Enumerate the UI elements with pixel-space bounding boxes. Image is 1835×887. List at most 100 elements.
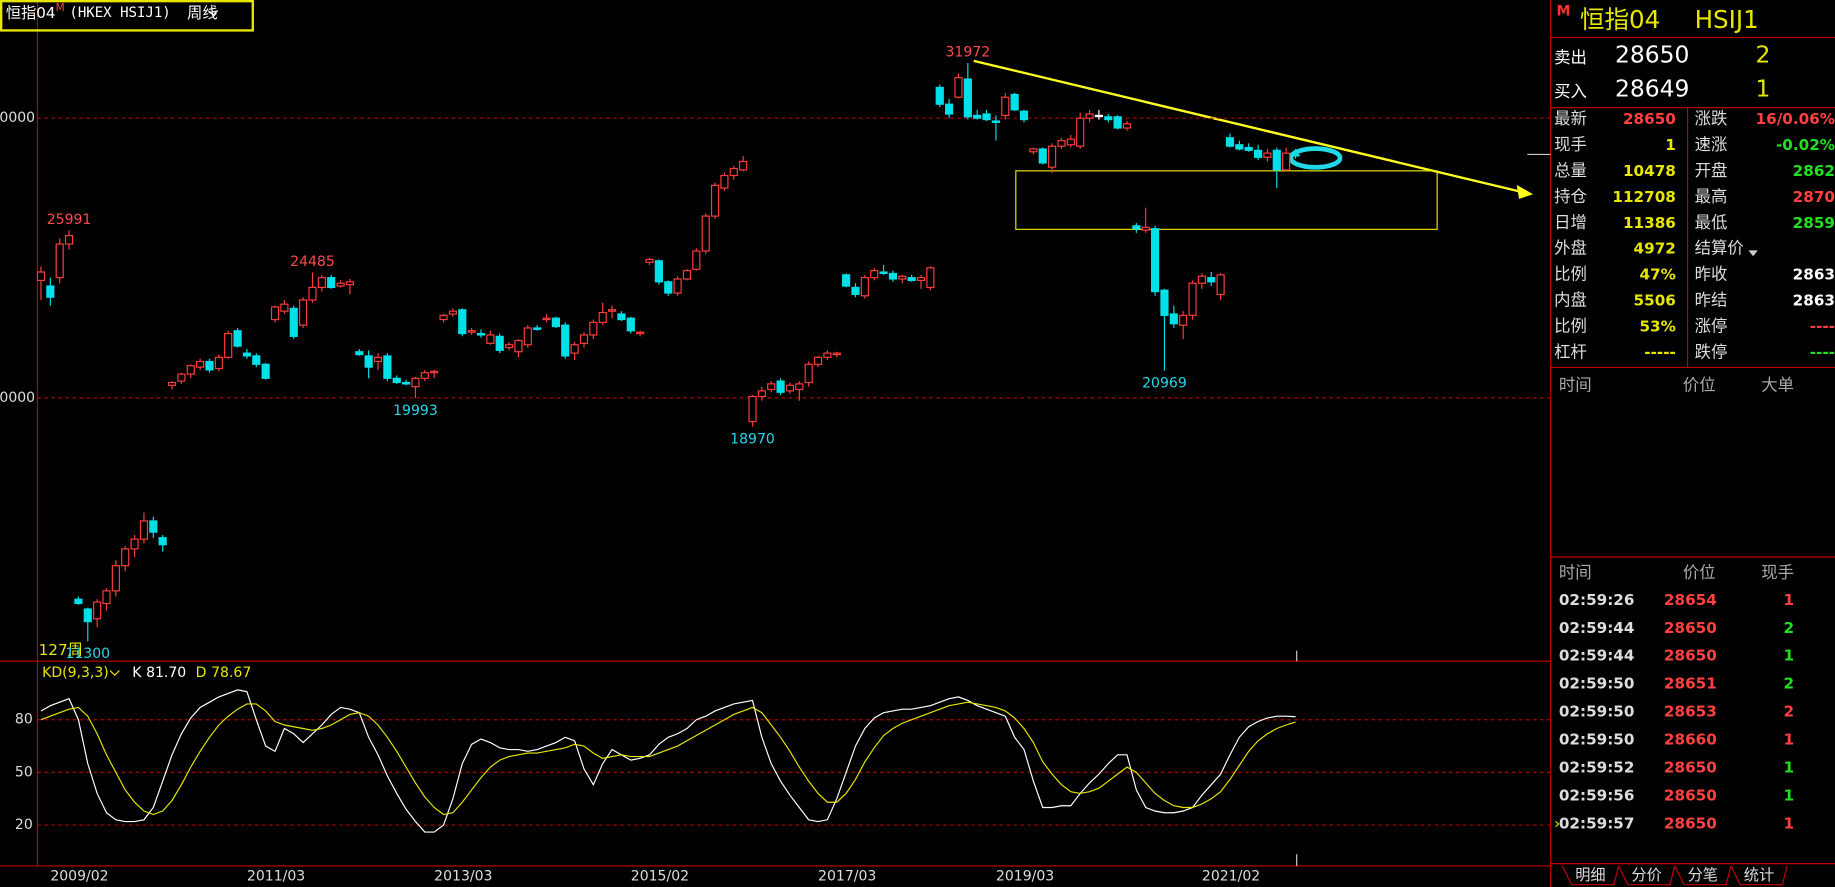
- candle-body: [785, 384, 795, 392]
- candle-body: [345, 281, 355, 286]
- stat-value: 16/0.06%: [1756, 110, 1835, 128]
- stat-label: 结算价: [1695, 239, 1744, 258]
- column-header: 大单: [1761, 376, 1794, 395]
- tab[interactable]: 明细: [1575, 866, 1605, 884]
- candle-body: [102, 590, 111, 605]
- candle-body: [935, 86, 944, 105]
- zone-box: [1015, 170, 1438, 230]
- candle-body: [1272, 149, 1281, 171]
- candle-body: [879, 271, 888, 275]
- extreme-label: 19993: [393, 403, 438, 419]
- indicator-name[interactable]: KD(9,3,3): [42, 665, 109, 681]
- candle-body: [542, 317, 551, 321]
- candle-body: [1225, 137, 1235, 147]
- candle-body: [1001, 96, 1010, 116]
- tab[interactable]: 统计: [1744, 866, 1774, 884]
- candle-body: [167, 381, 177, 386]
- candle-body: [991, 120, 1001, 123]
- trade-time: 02:59:57: [1559, 815, 1635, 833]
- tab-shape: [1730, 865, 1788, 886]
- candle-body: [739, 160, 748, 171]
- candle-body: [214, 356, 223, 370]
- candle-body: [476, 332, 486, 336]
- candle-body: [579, 334, 589, 344]
- candle-body: [373, 356, 383, 363]
- trade-price: 28650: [1664, 815, 1717, 833]
- candle-body: [1282, 152, 1291, 171]
- candle-body: [83, 608, 92, 623]
- candle-body: [1207, 277, 1216, 283]
- candle-body: [1076, 117, 1085, 147]
- legend-k: K: [132, 665, 142, 681]
- candle-body: [720, 174, 729, 189]
- stat-label: 日增: [1554, 213, 1587, 232]
- candle-body: [1141, 226, 1150, 231]
- candle-body: [1104, 116, 1113, 121]
- trade-volume: 1: [1783, 759, 1794, 777]
- candle-body: [504, 344, 514, 349]
- y-tick-label: 50: [15, 764, 33, 780]
- trade-price: 28650: [1664, 647, 1717, 665]
- candle-body: [1235, 144, 1244, 150]
- ask-price: 28650: [1615, 41, 1689, 69]
- x-tick-label: 2019/03: [996, 868, 1054, 884]
- candle-body: [1048, 145, 1057, 168]
- candle-body: [776, 380, 785, 393]
- tab[interactable]: 分价: [1631, 866, 1661, 884]
- candle-body: [1038, 148, 1047, 164]
- candle-body: [55, 243, 64, 279]
- bid-price: 28649: [1615, 75, 1689, 103]
- stat-label: 现手: [1554, 135, 1587, 154]
- candle-body: [261, 363, 270, 379]
- candle-body: [336, 282, 345, 287]
- extreme-label: 31972: [946, 45, 991, 61]
- candle-body: [317, 277, 326, 288]
- candle-body: [411, 377, 420, 388]
- stat-value: -----: [1644, 344, 1676, 362]
- extreme-label: 11300: [65, 646, 110, 662]
- candle-body: [514, 339, 523, 353]
- candle-body: [1010, 93, 1019, 111]
- candle-body: [860, 277, 869, 297]
- candle-body: [1150, 228, 1160, 293]
- candle-body: [439, 314, 448, 321]
- candle-body: [1057, 139, 1066, 147]
- candle-body: [673, 278, 682, 294]
- column-header: 时间: [1559, 376, 1592, 395]
- candle-body: [1188, 282, 1197, 316]
- candle-body: [954, 77, 963, 98]
- candle-body: [870, 270, 879, 279]
- tab[interactable]: 分笔: [1688, 866, 1718, 884]
- stat-label: 涨跌: [1695, 109, 1728, 128]
- candle-body: [93, 601, 102, 620]
- y-tick-label: 30000: [0, 110, 35, 126]
- stat-label: 外盘: [1554, 239, 1587, 258]
- candle-body: [523, 327, 532, 346]
- candle-body: [205, 360, 214, 371]
- candle-body: [832, 352, 841, 356]
- candle-body: [813, 356, 823, 365]
- trade-time: 02:59:26: [1559, 591, 1635, 609]
- tab-shape: [1674, 865, 1732, 886]
- candle-body: [617, 313, 626, 321]
- candle-body: [851, 286, 860, 295]
- candle-body: [308, 286, 317, 301]
- header-box[interactable]: [0, 0, 254, 32]
- period[interactable]: 周线: [187, 3, 217, 21]
- legend-k-value: 81.70: [146, 665, 186, 681]
- kd-legend: KD(9,3,3) K 81.70 D 78.67: [42, 665, 251, 681]
- candle-body: [327, 277, 336, 288]
- stat-label: 昨结: [1695, 291, 1728, 310]
- candle-body: [36, 271, 46, 281]
- candle-body: [401, 381, 411, 385]
- candle-body: [767, 383, 776, 391]
- candle-body: [973, 114, 982, 119]
- candle-body: [551, 317, 560, 328]
- trade-volume: 2: [1783, 619, 1794, 637]
- stat-value: 2863: [1793, 292, 1835, 310]
- candle-body: [46, 285, 55, 298]
- trade-price: 28653: [1664, 703, 1717, 721]
- candle-body: [130, 538, 139, 550]
